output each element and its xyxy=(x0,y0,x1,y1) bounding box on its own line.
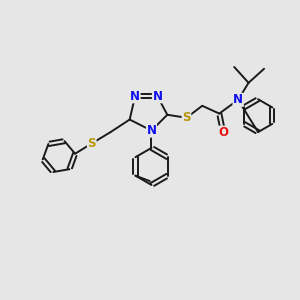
Text: N: N xyxy=(130,90,140,103)
Text: S: S xyxy=(182,111,191,124)
Text: N: N xyxy=(146,124,157,137)
Text: S: S xyxy=(88,137,96,150)
Text: O: O xyxy=(218,126,228,139)
Text: N: N xyxy=(233,93,243,106)
Text: N: N xyxy=(152,90,163,103)
